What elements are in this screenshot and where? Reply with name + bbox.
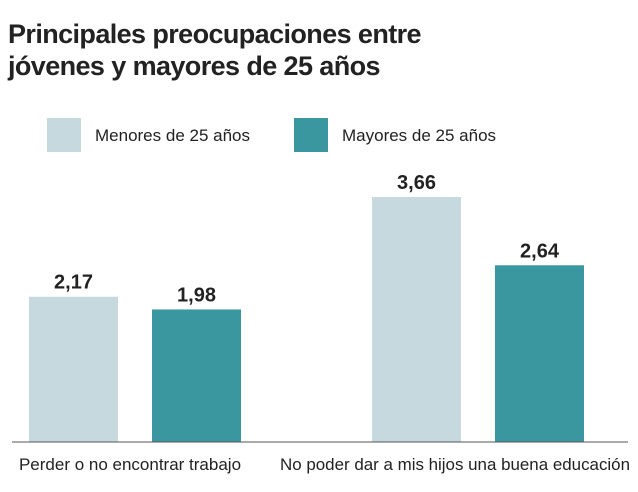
legend-label-menores: Menores de 25 años bbox=[95, 126, 250, 145]
bars-group bbox=[29, 197, 584, 442]
chart-title-line-2: jóvenes y mayores de 25 años bbox=[8, 51, 381, 81]
x-axis-labels-group: Perder o no encontrar trabajo No poder da… bbox=[19, 455, 630, 474]
bar-menores-1 bbox=[29, 296, 118, 442]
bar-menores-2 bbox=[372, 197, 461, 442]
value-label-mayores-2: 2,64 bbox=[520, 240, 560, 262]
value-label-mayores-1: 1,98 bbox=[177, 284, 216, 306]
x-axis-label-2: No poder dar a mis hijos una buena educa… bbox=[280, 455, 630, 474]
legend-label-mayores: Mayores de 25 años bbox=[342, 126, 496, 145]
chart-title-line-1: Principales preocupaciones entre bbox=[8, 19, 422, 49]
legend-swatch-menores bbox=[47, 118, 81, 152]
value-labels-group: 2,17 1,98 3,66 2,64 bbox=[54, 172, 560, 306]
bar-mayores-2 bbox=[495, 265, 584, 442]
legend-swatch-mayores bbox=[294, 118, 328, 152]
value-label-menores-1: 2,17 bbox=[54, 272, 93, 294]
x-axis-label-1: Perder o no encontrar trabajo bbox=[19, 455, 241, 474]
bar-mayores-1 bbox=[152, 309, 241, 442]
chart-title: Principales preocupaciones entre jóvenes… bbox=[8, 18, 628, 82]
value-label-menores-2: 3,66 bbox=[397, 172, 436, 194]
legend: Menores de 25 años Mayores de 25 años bbox=[47, 118, 496, 152]
